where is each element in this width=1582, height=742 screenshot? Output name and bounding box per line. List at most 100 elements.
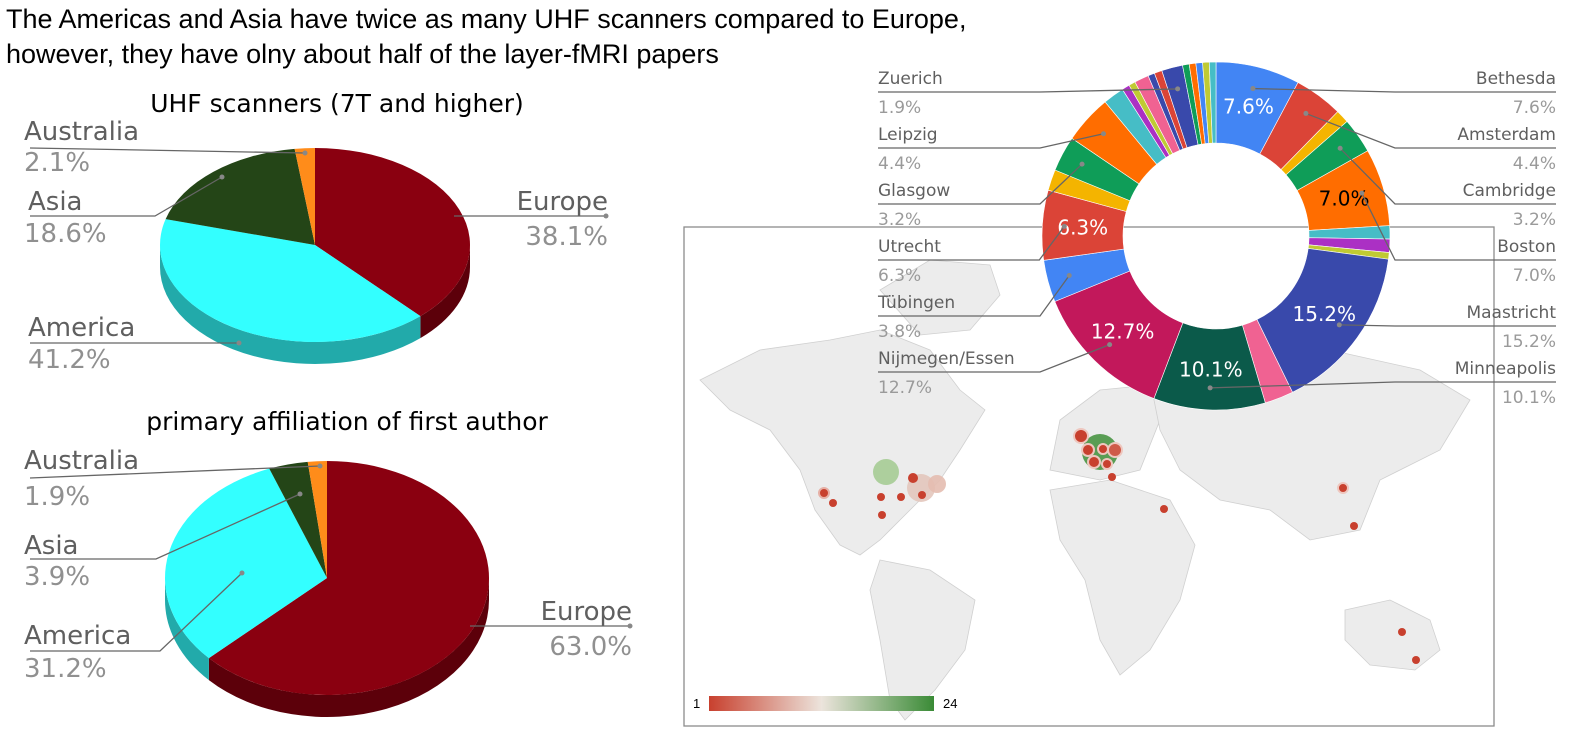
headline-line-2: however, they have olny about half of th… bbox=[6, 39, 719, 69]
donut-leader-cambridge bbox=[1339, 147, 1556, 205]
slice-percent-australia: 1.9% bbox=[24, 482, 90, 512]
donut-percent-glasgow: 3.2% bbox=[878, 210, 921, 230]
map-marker bbox=[877, 493, 885, 501]
donut-percent-bethesda: 7.6% bbox=[1513, 98, 1556, 118]
pie-side-europe bbox=[208, 578, 489, 717]
map-markers bbox=[818, 428, 1420, 664]
scanners-pie-title: UHF scanners (7T and higher) bbox=[150, 89, 524, 118]
donut-percent-zuerich: 1.9% bbox=[878, 98, 921, 118]
leader-dot bbox=[302, 150, 308, 156]
pie-slices bbox=[159, 148, 471, 343]
leader-dot bbox=[1359, 190, 1365, 196]
pie-side-europe bbox=[420, 245, 470, 339]
donut-inner-value-boston: 7.0% bbox=[1319, 186, 1370, 210]
donut-leader-maastricht bbox=[1339, 324, 1556, 327]
donut-label-nijmegen-essen: Nijmegen/Essen bbox=[878, 349, 1015, 369]
donut-label-t-bingen: Tübingen bbox=[877, 293, 955, 313]
leader-line-australia bbox=[29, 147, 306, 154]
donut-leader-boston bbox=[1361, 192, 1556, 261]
leader-dot bbox=[239, 570, 245, 576]
donut-label-bethesda: Bethesda bbox=[1476, 69, 1556, 89]
slice-percent-europe: 38.1% bbox=[525, 222, 608, 252]
donut-inner-value-bethesda: 7.6% bbox=[1223, 94, 1274, 118]
donut-percent-cambridge: 3.2% bbox=[1513, 210, 1556, 230]
donut-percent-boston: 7.0% bbox=[1513, 266, 1556, 286]
map-marker bbox=[1073, 428, 1089, 444]
map-marker bbox=[829, 499, 837, 507]
donut-labels: Bethesda 7.6% Amsterdam 4.4% Cambridge 3.2% Bo… bbox=[877, 69, 1556, 408]
map-marker bbox=[818, 487, 830, 499]
donut-slices bbox=[1041, 61, 1391, 411]
slice-label-asia: Asia bbox=[24, 531, 79, 561]
leader-line-australia bbox=[29, 465, 321, 479]
donut-label-minneapolis: Minneapolis bbox=[1455, 359, 1556, 379]
leader-line-asia bbox=[30, 176, 223, 217]
pie-slice-europe bbox=[315, 148, 471, 317]
map-marker bbox=[873, 459, 899, 485]
donut-label-maastricht: Maastricht bbox=[1466, 303, 1556, 323]
donut-label-glasgow: Glasgow bbox=[878, 181, 950, 201]
slice-label-america: America bbox=[28, 313, 135, 343]
donut-leader-t-bingen bbox=[878, 275, 1070, 317]
affiliation-pie-title: primary affiliation of first author bbox=[146, 407, 548, 436]
donut-percent-t-bingen: 3.8% bbox=[878, 322, 921, 342]
slice-label-australia: Australia bbox=[24, 446, 139, 476]
donut-inner-value-minneapolis: 10.1% bbox=[1179, 357, 1243, 381]
donut-leader-nijmegen-essen bbox=[878, 343, 1110, 373]
slice-percent-asia: 3.9% bbox=[24, 562, 90, 592]
slice-percent-america: 31.2% bbox=[24, 654, 107, 684]
pie-slice-america bbox=[159, 219, 421, 343]
donut-percent-nijmegen-essen: 12.7% bbox=[878, 378, 932, 398]
pie-slice-europe bbox=[208, 461, 489, 695]
figure-headline: The Americas and Asia have twice as many… bbox=[6, 2, 1126, 72]
pie-side-walls bbox=[160, 245, 470, 364]
donut-label-cambridge: Cambridge bbox=[1463, 181, 1556, 201]
leader-dot bbox=[1107, 342, 1113, 348]
leader-dot bbox=[1066, 273, 1072, 279]
leader-dot bbox=[219, 174, 225, 180]
slice-percent-europe: 63.0% bbox=[549, 632, 632, 662]
leader-line-asia bbox=[30, 493, 301, 560]
leader-dot bbox=[1079, 161, 1085, 167]
continent-australia bbox=[1344, 599, 1441, 671]
leader-dot bbox=[1303, 110, 1309, 116]
pie-side-walls bbox=[165, 578, 489, 717]
donut-percent-leipzig: 4.4% bbox=[878, 154, 921, 174]
map-marker bbox=[1101, 458, 1113, 470]
map-marker bbox=[1412, 656, 1420, 664]
legend-min-label: 1 bbox=[693, 696, 700, 711]
map-marker bbox=[918, 491, 926, 499]
map-marker bbox=[928, 475, 946, 493]
legend-max-label: 24 bbox=[943, 696, 957, 711]
map-marker bbox=[1081, 443, 1095, 457]
map-marker bbox=[897, 493, 905, 501]
slice-label-europe: Europe bbox=[517, 187, 608, 217]
headline-line-1: The Americas and Asia have twice as many… bbox=[6, 4, 967, 34]
pie-slice-america bbox=[164, 468, 327, 659]
donut-percent-minneapolis: 10.1% bbox=[1502, 388, 1556, 408]
map-marker bbox=[1337, 482, 1349, 494]
donut-inner-value-maastricht: 15.2% bbox=[1293, 302, 1357, 326]
donut-leader-utrecht bbox=[878, 226, 1065, 261]
slice-label-america: America bbox=[24, 621, 131, 651]
map-marker bbox=[908, 473, 918, 483]
pie-slice-australia bbox=[307, 461, 327, 578]
donut-leader-bethesda bbox=[1252, 87, 1556, 93]
leader-dot bbox=[1101, 131, 1107, 137]
leader-line-america bbox=[30, 572, 243, 652]
pie-side-america bbox=[160, 245, 421, 364]
pie-slice-asia bbox=[269, 461, 327, 578]
leader-dot bbox=[1250, 86, 1256, 92]
slice-label-australia: Australia bbox=[24, 117, 139, 147]
donut-label-leipzig: Leipzig bbox=[878, 125, 938, 145]
donut-leader-amsterdam bbox=[1305, 112, 1556, 149]
slice-percent-asia: 18.6% bbox=[24, 219, 107, 249]
pie-slice-asia bbox=[165, 148, 315, 245]
leader-dot bbox=[1207, 385, 1213, 391]
leader-dot bbox=[317, 463, 323, 469]
pie-slice-australia bbox=[294, 148, 315, 245]
donut-leader-leipzig bbox=[878, 133, 1104, 149]
